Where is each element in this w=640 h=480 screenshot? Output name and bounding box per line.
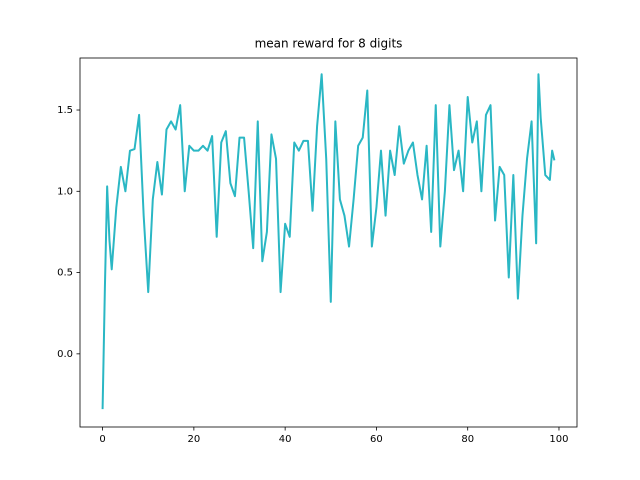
axes-frame bbox=[79, 57, 578, 428]
y-tick-label: 0.0 bbox=[57, 349, 73, 360]
x-tick-label: 60 bbox=[370, 434, 383, 445]
chart-title: mean reward for 8 digits bbox=[255, 37, 403, 51]
x-tick-label: 20 bbox=[188, 434, 201, 445]
x-tick-label: 100 bbox=[549, 434, 568, 445]
y-tick-label: 0.5 bbox=[57, 268, 73, 279]
x-tick-label: 40 bbox=[279, 434, 292, 445]
x-tick-label: 0 bbox=[99, 434, 105, 445]
x-tick-label: 80 bbox=[461, 434, 474, 445]
y-tick-label: 1.5 bbox=[57, 105, 73, 116]
y-tick-label: 1.0 bbox=[57, 186, 73, 197]
data-line bbox=[101, 73, 556, 410]
